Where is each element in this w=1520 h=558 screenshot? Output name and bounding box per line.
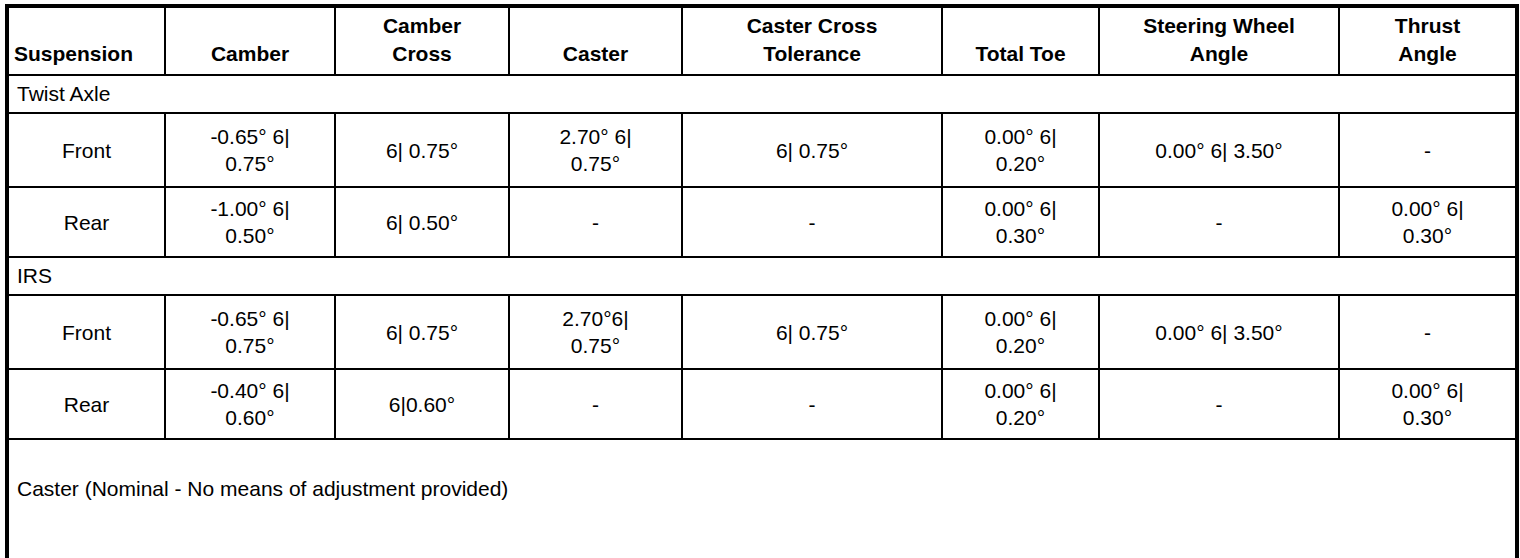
cell-caster: -: [509, 187, 682, 257]
col-header-suspension: Suspension: [7, 6, 165, 75]
cell-caster: -: [509, 369, 682, 439]
cell-caster-cross-tolerance: -: [682, 369, 942, 439]
cell-thrust-angle: 0.00° 6| 0.30°: [1339, 369, 1517, 439]
cell-camber-cross: 6| 0.75°: [335, 295, 509, 369]
cell-camber-cross: 6| 0.50°: [335, 187, 509, 257]
cell-thrust-angle: 0.00° 6| 0.30°: [1339, 187, 1517, 257]
col-header-thrust-angle: Thrust Angle: [1339, 6, 1517, 75]
row-label-front: Front: [7, 295, 165, 369]
col-header-total-toe: Total Toe: [942, 6, 1099, 75]
footnotes-row: Caster (Nominal - No means of adjustment…: [7, 439, 1517, 558]
table-header-row: Suspension Camber Camber Cross Caster Ca…: [7, 6, 1517, 75]
note-camber-cross-tolerance-nominal: Camber Cross Tolerance (Nominal - No mea…: [17, 553, 1507, 558]
cell-steering-wheel-angle: 0.00° 6| 3.50°: [1099, 295, 1339, 369]
note-caster-nominal: Caster (Nominal - No means of adjustment…: [17, 476, 1507, 501]
cell-steering-wheel-angle: 0.00° 6| 3.50°: [1099, 113, 1339, 187]
row-label-front: Front: [7, 113, 165, 187]
cell-caster-cross-tolerance: 6| 0.75°: [682, 295, 942, 369]
section-row-irs: IRS: [7, 257, 1517, 295]
cell-caster-cross-tolerance: -: [682, 187, 942, 257]
cell-caster: 2.70° 6| 0.75°: [509, 113, 682, 187]
col-header-camber: Camber: [165, 6, 335, 75]
cell-total-toe: 0.00° 6| 0.30°: [942, 187, 1099, 257]
cell-thrust-angle: -: [1339, 113, 1517, 187]
table-row-twist-axle-front: Front -0.65° 6| 0.75° 6| 0.75° 2.70° 6| …: [7, 113, 1517, 187]
cell-camber: -0.65° 6| 0.75°: [165, 113, 335, 187]
cell-caster-cross-tolerance: 6| 0.75°: [682, 113, 942, 187]
cell-caster: 2.70°6| 0.75°: [509, 295, 682, 369]
col-header-caster-cross-tolerance: Caster Cross Tolerance: [682, 6, 942, 75]
cell-camber: -1.00° 6| 0.50°: [165, 187, 335, 257]
section-label-irs: IRS: [7, 257, 1517, 295]
cell-steering-wheel-angle: -: [1099, 187, 1339, 257]
cell-total-toe: 0.00° 6| 0.20°: [942, 295, 1099, 369]
cell-total-toe: 0.00° 6| 0.20°: [942, 369, 1099, 439]
col-header-steering-wheel-angle: Steering Wheel Angle: [1099, 6, 1339, 75]
table-row-twist-axle-rear: Rear -1.00° 6| 0.50° 6| 0.50° - - 0.00° …: [7, 187, 1517, 257]
section-row-twist-axle: Twist Axle: [7, 75, 1517, 113]
table-row-irs-front: Front -0.65° 6| 0.75° 6| 0.75° 2.70°6| 0…: [7, 295, 1517, 369]
row-label-rear: Rear: [7, 187, 165, 257]
cell-camber: -0.65° 6| 0.75°: [165, 295, 335, 369]
table-row-irs-rear: Rear -0.40° 6| 0.60° 6|0.60° - - 0.00° 6…: [7, 369, 1517, 439]
cell-total-toe: 0.00° 6| 0.20°: [942, 113, 1099, 187]
wheel-alignment-spec-table: Suspension Camber Camber Cross Caster Ca…: [5, 4, 1519, 558]
section-label-twist-axle: Twist Axle: [7, 75, 1517, 113]
col-header-camber-cross: Camber Cross: [335, 6, 509, 75]
wheel-alignment-spec-page: Suspension Camber Camber Cross Caster Ca…: [0, 0, 1520, 558]
cell-camber-cross: 6| 0.75°: [335, 113, 509, 187]
cell-steering-wheel-angle: -: [1099, 369, 1339, 439]
cell-thrust-angle: -: [1339, 295, 1517, 369]
row-label-rear: Rear: [7, 369, 165, 439]
cell-camber: -0.40° 6| 0.60°: [165, 369, 335, 439]
cell-camber-cross: 6|0.60°: [335, 369, 509, 439]
footnotes-cell: Caster (Nominal - No means of adjustment…: [7, 439, 1517, 558]
col-header-caster: Caster: [509, 6, 682, 75]
